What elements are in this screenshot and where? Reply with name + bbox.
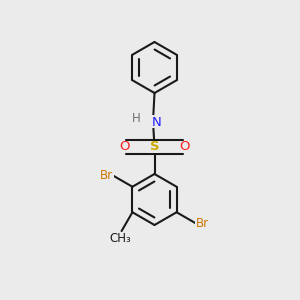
Bar — [119, 142, 130, 152]
Bar — [179, 142, 190, 152]
Text: CH₃: CH₃ — [109, 232, 131, 245]
Bar — [149, 141, 160, 153]
Text: H: H — [132, 112, 141, 125]
Text: Br: Br — [196, 217, 209, 230]
Bar — [195, 218, 211, 229]
Text: O: O — [119, 140, 130, 154]
Text: O: O — [179, 140, 190, 154]
Bar — [138, 115, 168, 128]
Text: N: N — [152, 116, 161, 130]
Text: Br: Br — [100, 169, 113, 182]
Bar — [110, 233, 130, 244]
Text: S: S — [150, 140, 159, 154]
Bar — [98, 170, 114, 181]
